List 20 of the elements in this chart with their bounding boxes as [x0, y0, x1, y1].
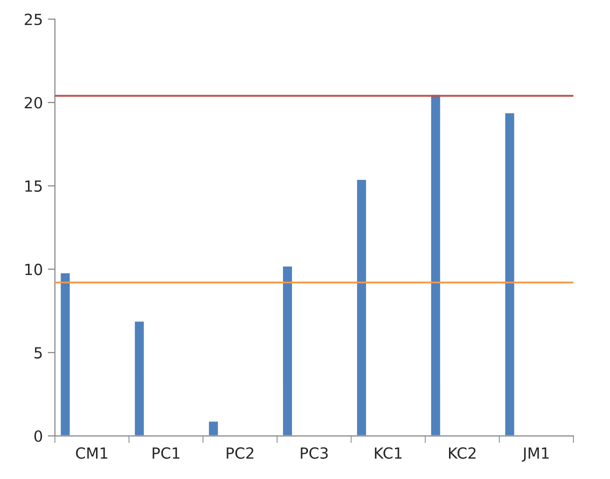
bar [282, 265, 294, 436]
y-tick-label: 25 [24, 14, 42, 26]
bar [430, 93, 442, 436]
y-tick-label: 5 [34, 347, 42, 359]
x-tick-label: PC2 [226, 447, 254, 459]
x-tick-label: CM1 [76, 447, 108, 459]
bar [208, 420, 220, 436]
y-tick-label: 0 [34, 430, 42, 442]
x-tick-label: KC1 [374, 447, 402, 459]
x-tick-label: JM1 [522, 447, 549, 462]
y-tick-label: 20 [24, 96, 42, 109]
bar [504, 112, 516, 436]
y-tick-label: 15 [25, 180, 42, 192]
y-tick-label: 10 [25, 264, 42, 276]
x-tick-label: KC2 [449, 447, 476, 459]
x-tick-label: PC1 [152, 447, 180, 459]
bar [59, 272, 72, 436]
bar [133, 320, 146, 436]
x-tick-label: PC3 [300, 447, 328, 459]
bar [356, 178, 368, 436]
